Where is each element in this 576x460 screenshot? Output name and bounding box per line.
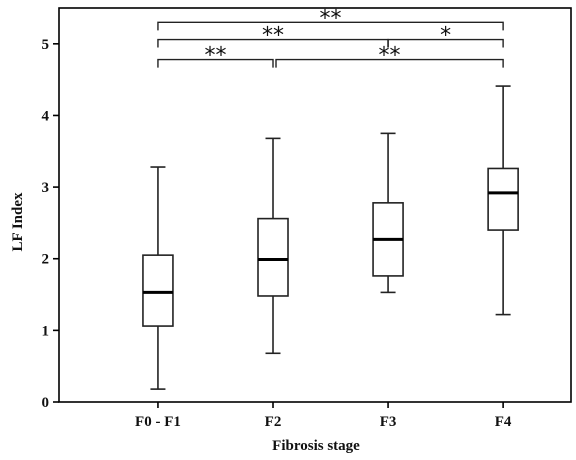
x-tick-label: F4 [495,414,512,430]
box-iqr [257,217,289,297]
significance-label: ** [262,24,284,49]
x-tick-label: F0 - F1 [135,414,181,430]
significance-label: ** [204,44,226,69]
significance-label: ** [320,6,342,31]
significance-bracket: ** [157,6,504,31]
y-tick-label: 1 [42,323,50,339]
significance-label: * [440,24,451,49]
box-group [372,132,404,294]
bracket-line [157,58,274,68]
y-axis: 0 1 2 3 4 5 [42,37,59,411]
plot-frame [58,7,572,403]
x-tick-label: F3 [380,414,397,430]
bracket-line [387,38,504,48]
significance-brackets: **** *** ** [157,6,504,69]
y-tick-label: 0 [42,395,50,411]
bracket-line [157,21,504,31]
significance-bracket: ** [157,44,274,69]
x-tick-label: F2 [265,414,282,430]
significance-bracket: ** [157,24,389,49]
significance-bracket: * [387,24,504,49]
y-tick-label: 2 [42,252,50,268]
box-iqr [487,167,519,231]
plot-area: **** *** ** [58,6,572,403]
box-group [142,166,174,390]
box-group [487,85,519,316]
y-tick-label: 3 [42,180,50,196]
bracket-line [275,58,504,68]
box-group [257,137,289,355]
x-axis: F0 - F1 F2 F3 F4 [135,402,512,430]
box-iqr [142,254,174,327]
significance-label: ** [379,44,401,69]
y-tick-label: 4 [42,108,50,124]
y-tick-label: 5 [42,37,50,53]
x-axis-title: Fibrosis stage [272,438,360,454]
significance-bracket: ** [275,44,504,69]
y-axis-title: LF Index [10,192,26,252]
